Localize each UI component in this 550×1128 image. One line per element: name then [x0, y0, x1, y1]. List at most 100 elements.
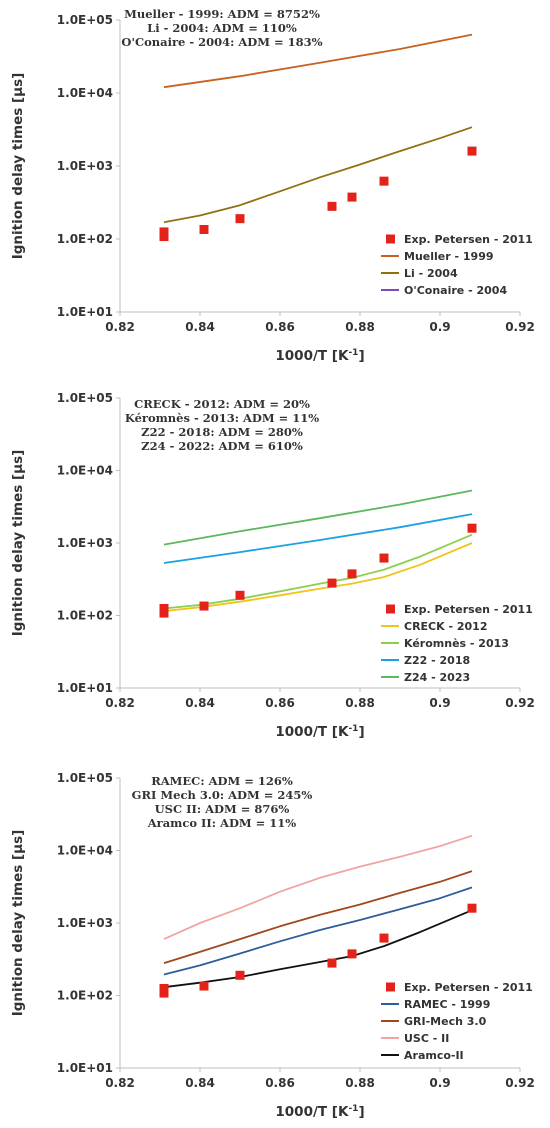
adm-annotation: GRI Mech 3.0: ADM = 245%	[132, 788, 313, 802]
x-tick-label: 0.9	[429, 696, 450, 710]
experiment-point	[467, 903, 477, 913]
adm-annotation: O'Conaire - 2004: ADM = 183%	[121, 35, 322, 49]
experiment-point	[159, 232, 169, 242]
x-tick-label: 0.84	[185, 1076, 215, 1090]
experiment-point	[159, 983, 169, 993]
series-line-4	[163, 909, 473, 989]
experiment-point	[159, 608, 169, 618]
experiment-point	[199, 224, 209, 234]
legend-label-4: Z24 - 2023	[404, 671, 470, 684]
y-tick-label: 1.0E+04	[57, 844, 113, 858]
legend-label-experiment: Exp. Petersen - 2011	[404, 603, 533, 616]
x-tick-label: 0.88	[345, 1076, 375, 1090]
legend-label-4: Aramco-II	[404, 1049, 464, 1062]
x-tick-label: 0.82	[105, 320, 135, 334]
experiment-point	[235, 214, 245, 224]
y-tick-label: 1.0E+01	[57, 681, 113, 695]
chart-panel-2: 1.0E+01 1.0E+02 1.0E+03 1.0E+04 1.0E+05 0.82 0…	[10, 391, 535, 740]
experiment-point	[235, 590, 245, 600]
experiment-point	[347, 569, 357, 579]
x-tick-label: 0.86	[265, 1076, 295, 1090]
y-axis-title: Ignition delay times [µs]	[10, 73, 26, 260]
legend-label-3: USC - II	[404, 1032, 449, 1045]
y-tick-label: 1.0E+04	[57, 464, 113, 478]
experiment-point	[199, 601, 209, 611]
legend-marker-experiment	[386, 604, 395, 614]
experiment-point	[327, 578, 337, 588]
series-line-1	[163, 886, 473, 976]
x-tick-label: 0.86	[265, 320, 295, 334]
adm-annotation: Z22 - 2018: ADM = 280%	[141, 425, 303, 439]
y-tick-label: 1.0E+01	[57, 305, 113, 319]
legend-marker-experiment	[386, 234, 395, 244]
adm-annotation: Aramco II: ADM = 11%	[147, 816, 297, 830]
experiment-point	[467, 523, 477, 533]
legend-label-3: O'Conaire - 2004	[404, 284, 507, 297]
legend: Exp. Petersen - 2011 CRECK - 2012 Kéromnès…	[381, 603, 533, 684]
legend-marker-experiment	[386, 982, 395, 992]
y-tick-label: 1.0E+02	[57, 609, 113, 623]
legend-label-1: CRECK - 2012	[404, 620, 488, 633]
x-tick-label: 0.92	[505, 320, 535, 334]
legend-label-experiment: Exp. Petersen - 2011	[404, 981, 533, 994]
experiment-point	[379, 933, 389, 943]
adm-annotation: USC II: ADM = 876%	[155, 802, 290, 816]
x-tick-label: 0.84	[185, 320, 215, 334]
series-line-2	[163, 533, 473, 610]
y-axis-title: Ignition delay times [µs]	[10, 830, 26, 1017]
y-tick-label: 1.0E+03	[57, 159, 113, 173]
y-tick-label: 1.0E+05	[57, 391, 113, 405]
adm-annotation: RAMEC: ADM = 126%	[151, 774, 293, 788]
experiment-point	[327, 201, 337, 211]
legend-label-1: RAMEC - 1999	[404, 998, 490, 1011]
series-line-3	[163, 513, 473, 564]
x-tick-label: 0.88	[345, 320, 375, 334]
experiment-point	[199, 981, 209, 991]
experiment-point	[159, 603, 169, 613]
x-tick-label: 0.9	[429, 320, 450, 334]
y-tick-label: 1.0E+03	[57, 536, 113, 550]
series-line-2	[163, 126, 473, 224]
x-axis-title: 1000/T [K-1]	[275, 348, 364, 364]
experiment-point	[159, 227, 169, 237]
experiment-point	[379, 553, 389, 563]
experiment-point	[467, 146, 477, 156]
y-tick-label: 1.0E+01	[57, 1061, 113, 1075]
series-line-2	[163, 870, 473, 964]
x-tick-label: 0.92	[505, 696, 535, 710]
adm-annotation: Mueller - 1999: ADM = 8752%	[124, 7, 320, 21]
adm-annotation: CRECK - 2012: ADM = 20%	[134, 397, 310, 411]
chart-panel-3: 1.0E+01 1.0E+02 1.0E+03 1.0E+04 1.0E+05 0.82 0…	[10, 771, 535, 1120]
experiment-point	[347, 949, 357, 959]
y-tick-label: 1.0E+05	[57, 771, 113, 785]
legend-label-3: Z22 - 2018	[404, 654, 470, 667]
experiment-point	[347, 192, 357, 202]
experiment-point	[379, 176, 389, 186]
x-axis-title: 1000/T [K-1]	[275, 1104, 364, 1120]
x-tick-label: 0.9	[429, 1076, 450, 1090]
adm-annotation: Li - 2004: ADM = 110%	[147, 21, 297, 35]
x-tick-label: 0.84	[185, 696, 215, 710]
y-tick-label: 1.0E+03	[57, 916, 113, 930]
series-line-1	[163, 542, 473, 612]
experiment-point	[159, 988, 169, 998]
x-tick-label: 0.82	[105, 696, 135, 710]
legend-label-2: Kéromnès - 2013	[404, 637, 509, 650]
y-tick-label: 1.0E+02	[57, 989, 113, 1003]
x-tick-label: 0.92	[505, 1076, 535, 1090]
legend-label-2: Li - 2004	[404, 267, 458, 280]
experiment-point	[235, 970, 245, 980]
legend-label-2: GRI-Mech 3.0	[404, 1015, 487, 1028]
legend-label-1: Mueller - 1999	[404, 250, 494, 263]
chart-panel-1: 1.0E+01 1.0E+02 1.0E+03 1.0E+04 1.0E+05 0.82 0…	[10, 7, 535, 364]
series-line-4	[163, 489, 473, 546]
legend-label-experiment: Exp. Petersen - 2011	[404, 233, 533, 246]
series-line-3	[163, 834, 473, 940]
adm-annotation: Kéromnès - 2013: ADM = 11%	[125, 411, 319, 425]
adm-annotation: Z24 - 2022: ADM = 610%	[141, 439, 303, 453]
y-tick-label: 1.0E+02	[57, 232, 113, 246]
x-tick-label: 0.86	[265, 696, 295, 710]
y-tick-label: 1.0E+04	[57, 86, 113, 100]
